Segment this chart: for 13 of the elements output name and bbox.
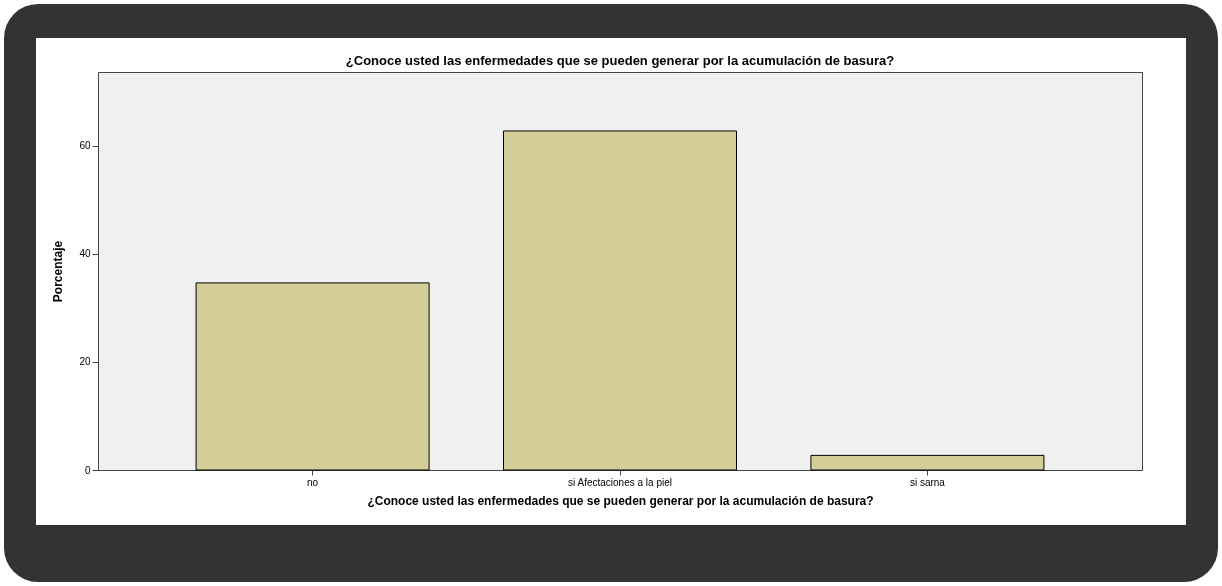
y-tick-label: 40 xyxy=(79,248,91,260)
y-tick-label: 0 xyxy=(84,464,91,476)
x-axis-title: ¿Conoce usted las enfermedades que se pueden generar por la acumulación de basura? xyxy=(367,493,874,508)
chart-title: ¿Conoce usted las enfermedades que se pueden generar por la acumulación de basura? xyxy=(345,53,895,68)
y-tick-label: 20 xyxy=(79,356,91,368)
bar xyxy=(195,282,430,471)
y-tick-label: 60 xyxy=(79,140,91,152)
x-tick-label: si sarna xyxy=(909,476,946,488)
x-tick-label: no xyxy=(307,476,319,488)
y-axis-title: Porcentaje xyxy=(51,240,66,303)
x-tick-label: si Afectaciones a la piel xyxy=(568,476,672,488)
bar xyxy=(810,454,1045,471)
bar xyxy=(502,130,738,471)
